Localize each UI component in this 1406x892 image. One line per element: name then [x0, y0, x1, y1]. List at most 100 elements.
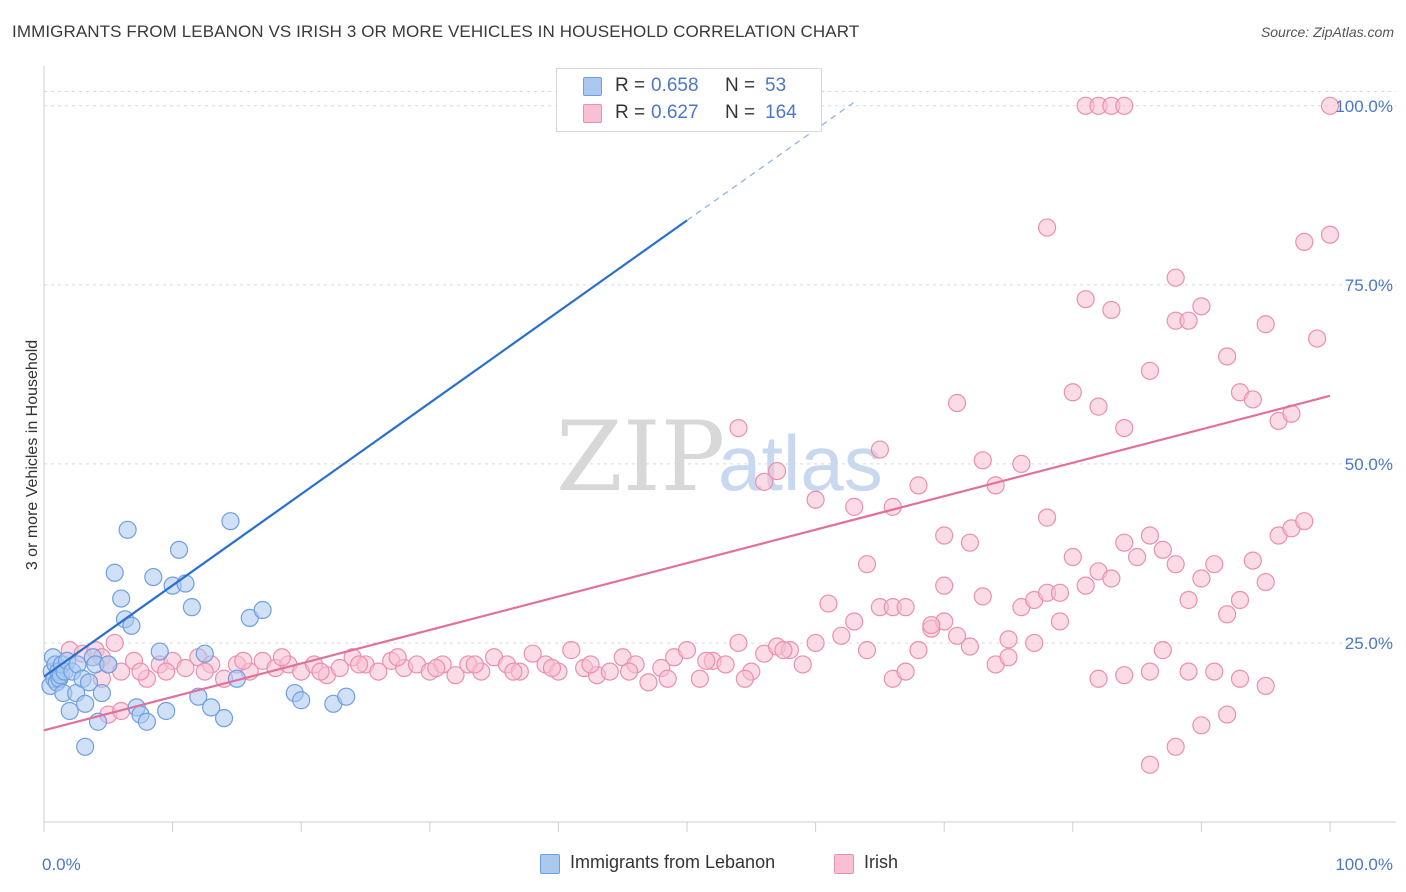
legend-n-value: 53	[765, 75, 787, 96]
irish-point	[767, 461, 787, 481]
irish-point	[1218, 605, 1237, 624]
irish-point	[857, 641, 877, 660]
irish-point	[388, 648, 407, 667]
irish-point	[960, 533, 980, 552]
irish-point	[562, 641, 581, 660]
irish-point	[523, 644, 542, 663]
irish-point	[1179, 311, 1198, 330]
irish-point	[1243, 551, 1262, 570]
legend-swatch-blue	[540, 854, 560, 874]
legend-label-lebanon: Immigrants from Lebanon	[570, 852, 776, 872]
series-irish-points	[60, 96, 1340, 774]
irish-point	[1140, 662, 1160, 681]
irish-point	[1308, 329, 1327, 348]
y-tick-label: 75.0%	[1345, 276, 1393, 295]
lebanon-point	[99, 655, 118, 674]
irish-point	[1089, 397, 1108, 416]
irish-point	[1218, 705, 1237, 724]
irish-point	[947, 393, 967, 413]
irish-point	[1243, 390, 1262, 409]
irish-point	[131, 662, 150, 681]
irish-point	[1115, 533, 1134, 552]
irish-point	[1256, 572, 1275, 592]
lebanon-point	[150, 642, 169, 661]
irish-point	[896, 598, 915, 617]
irish-point	[1063, 383, 1082, 402]
irish-point	[581, 655, 600, 674]
irish-point	[1050, 612, 1070, 631]
irish-point	[1295, 512, 1314, 531]
irish-point	[1179, 662, 1198, 681]
lebanon-point	[253, 600, 272, 620]
irish-point	[1256, 315, 1275, 334]
legend-label-irish: Irish	[864, 852, 899, 872]
irish-point	[195, 662, 214, 681]
irish-point	[1320, 96, 1340, 115]
lebanon-point	[202, 698, 221, 717]
irish-point	[729, 418, 748, 438]
irish-trend-line	[43, 394, 1331, 732]
trend-lines	[43, 101, 1331, 732]
irish-point	[1102, 300, 1121, 320]
irish-point	[935, 526, 954, 545]
irish-point	[1256, 676, 1275, 696]
irish-point	[465, 655, 484, 674]
y-tick-label: 25.0%	[1345, 634, 1393, 653]
irish-point	[774, 641, 793, 660]
irish-point	[620, 662, 639, 681]
lebanon-point	[105, 563, 124, 582]
irish-point	[870, 440, 890, 459]
y-tick-label: 50.0%	[1345, 455, 1393, 474]
irish-point	[1140, 526, 1160, 545]
irish-point	[1166, 555, 1185, 574]
irish-point	[1192, 297, 1211, 316]
irish-point	[1140, 361, 1160, 380]
legend-r-value: 0.627	[651, 102, 699, 123]
legend-n-label: N =	[725, 75, 756, 96]
irish-point	[832, 626, 851, 645]
lebanon-point	[144, 567, 163, 587]
irish-point	[1192, 716, 1211, 735]
chart-title: IMMIGRANTS FROM LEBANON VS IRISH 3 OR MO…	[12, 22, 860, 41]
lebanon-trend-line	[43, 219, 688, 678]
lebanon-point	[214, 709, 234, 728]
irish-point	[1320, 225, 1340, 244]
irish-point	[1153, 540, 1172, 559]
irish-point	[883, 497, 902, 516]
irish-point	[716, 655, 735, 674]
lebanon-point	[118, 520, 137, 539]
irish-point	[542, 658, 562, 678]
y-axis-label: 3 or more Vehicles in Household	[24, 340, 41, 570]
irish-point	[1063, 547, 1082, 567]
irish-point	[658, 669, 677, 688]
irish-point	[1295, 232, 1314, 251]
lebanon-point	[195, 644, 214, 663]
legend-n-label: N =	[725, 102, 756, 123]
irish-point	[446, 666, 465, 685]
irish-point	[1089, 669, 1108, 688]
irish-point	[935, 576, 954, 595]
grid-lines	[44, 90, 1396, 644]
lebanon-point	[137, 712, 156, 731]
irish-point	[960, 637, 980, 656]
irish-point	[909, 476, 928, 495]
series-lebanon-points	[41, 512, 356, 756]
lebanon-point	[60, 701, 79, 721]
irish-point	[1127, 547, 1147, 567]
irish-point	[369, 662, 388, 681]
irish-point	[806, 633, 825, 653]
irish-point	[157, 662, 176, 681]
irish-point	[330, 658, 349, 678]
irish-point	[806, 490, 825, 509]
irish-point	[697, 651, 716, 670]
legend-r-label: R =	[615, 75, 646, 96]
x-tick-label-min: 0.0%	[42, 855, 81, 874]
irish-point	[999, 630, 1018, 649]
irish-point	[1205, 555, 1224, 574]
lebanon-point	[182, 598, 201, 617]
lebanon-point	[92, 683, 111, 703]
irish-point	[819, 594, 838, 613]
irish-point	[973, 587, 992, 606]
lebanon-point	[76, 694, 95, 713]
irish-point	[427, 658, 446, 678]
